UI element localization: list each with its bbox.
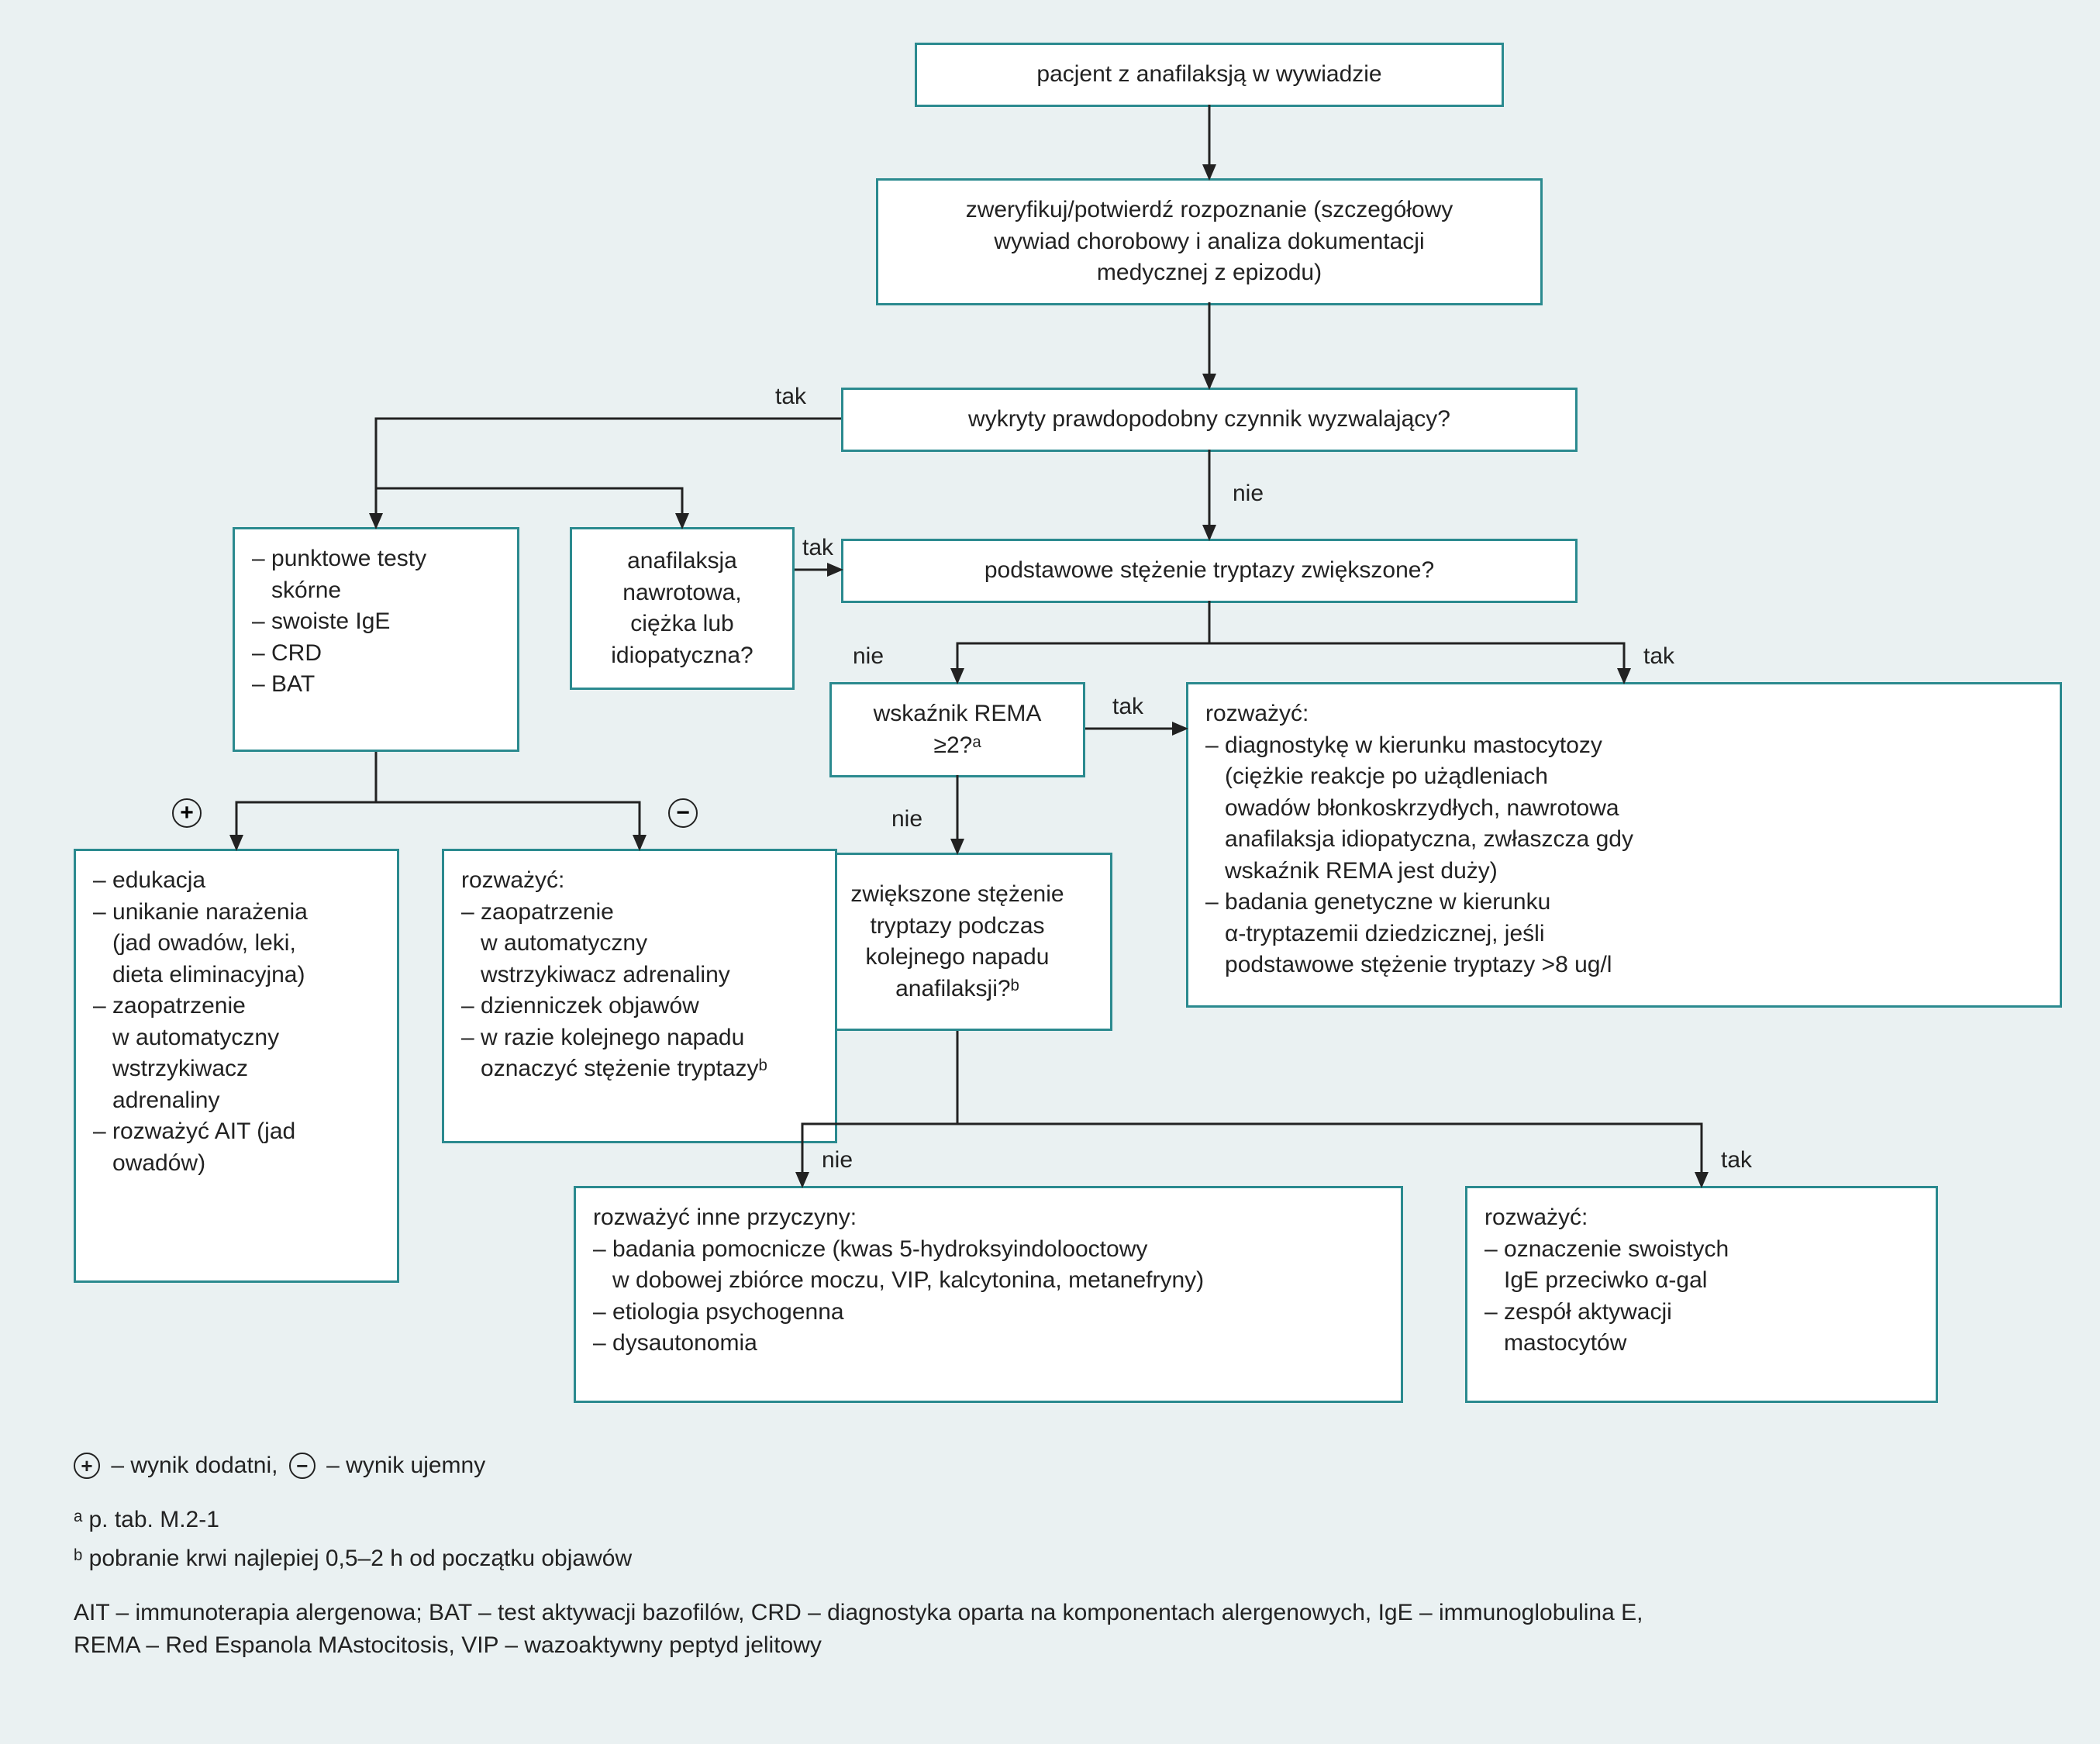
flowchart-node-n5: – punktowe testy skórne – swoiste IgE – …: [233, 527, 519, 752]
legend-text: – wynik ujemny: [320, 1449, 485, 1482]
edge-label: tak: [775, 384, 806, 410]
edge-label: nie: [891, 806, 922, 832]
edge: [957, 1124, 1702, 1186]
plus-icon: +: [74, 1453, 100, 1479]
flowchart-node-n2: zweryfikuj/potwierdź rozpoznanie (szczeg…: [876, 178, 1543, 305]
minus-icon: −: [289, 1453, 316, 1479]
edge-label: nie: [1233, 481, 1264, 507]
edge: [957, 643, 1209, 682]
legend-text: – wynik dodatni,: [105, 1449, 284, 1482]
flowchart-node-n3: wykryty prawdopodobny czynnik wyzwalając…: [841, 388, 1578, 452]
edge: [236, 802, 376, 849]
flowchart-node-n10: – edukacja – unikanie narażenia (jad owa…: [74, 849, 399, 1283]
edge-label: tak: [1721, 1147, 1752, 1174]
flowchart-node-n7: wskaźnik REMA ≥2?ᵃ: [829, 682, 1085, 777]
flowchart-node-n6: anafilaksja nawrotowa, ciężka lub idiopa…: [570, 527, 795, 690]
edge: [1209, 643, 1624, 682]
edge-label: tak: [1643, 643, 1674, 670]
flowchart-node-n11: rozważyć: – zaopatrzenie w automatyczny …: [442, 849, 837, 1143]
edge: [376, 488, 682, 527]
flowchart-node-n13: rozważyć: – oznaczenie swoistych IgE prz…: [1465, 1186, 1938, 1403]
edge-label: nie: [853, 643, 884, 670]
flowchart-node-n4: podstawowe stężenie tryptazy zwiększone?: [841, 539, 1578, 603]
flowchart-node-n1: pacjent z anafilaksją w wywiadzie: [915, 43, 1504, 107]
edge: [376, 419, 841, 488]
flowchart-node-n12: rozważyć inne przyczyny: – badania pomoc…: [574, 1186, 1403, 1403]
plus-icon: +: [172, 798, 202, 828]
edge-label: nie: [822, 1147, 853, 1174]
abbreviations: AIT – immunoterapia alergenowa; BAT – te…: [74, 1597, 2026, 1662]
footnote: ᵃ p. tab. M.2-1: [74, 1504, 219, 1536]
minus-icon: −: [668, 798, 698, 828]
edge-label: tak: [802, 535, 833, 561]
legend: + – wynik dodatni, − – wynik ujemny: [74, 1449, 485, 1482]
edge: [376, 802, 640, 849]
flowchart-node-n9: zwiększone stężenie tryptazy podczas kol…: [802, 853, 1112, 1031]
edge-label: tak: [1112, 694, 1143, 720]
footnote: ᵇ pobranie krwi najlepiej 0,5–2 h od poc…: [74, 1542, 632, 1575]
flowchart-canvas: pacjent z anafilaksją w wywiadzie zweryfi…: [0, 0, 2100, 1744]
flowchart-node-n8: rozważyć: – diagnostykę w kierunku masto…: [1186, 682, 2062, 1008]
